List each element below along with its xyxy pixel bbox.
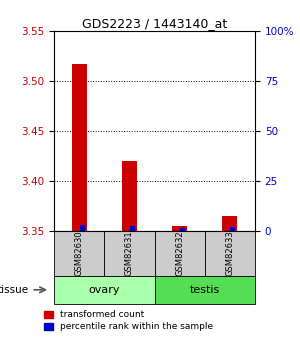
Text: GSM82632: GSM82632 (175, 231, 184, 276)
Bar (180, 228, 185, 231)
Bar (80, 225, 85, 231)
Bar (222, 216, 237, 231)
Bar (172, 226, 187, 231)
Bar (154, 276, 255, 304)
Text: testis: testis (190, 285, 220, 295)
Bar (122, 161, 137, 231)
Title: GDS2223 / 1443140_at: GDS2223 / 1443140_at (82, 17, 227, 30)
Text: GSM82631: GSM82631 (125, 231, 134, 276)
Text: ovary: ovary (88, 285, 120, 295)
Bar (205, 231, 255, 276)
Bar (104, 231, 154, 276)
Bar (130, 226, 135, 231)
Text: tissue: tissue (0, 285, 29, 295)
Bar (72, 64, 87, 231)
Text: GSM82633: GSM82633 (225, 231, 234, 276)
Bar (54, 276, 154, 304)
Bar (230, 227, 236, 231)
Bar (154, 231, 205, 276)
Legend: transformed count, percentile rank within the sample: transformed count, percentile rank withi… (44, 310, 213, 331)
Bar (54, 231, 104, 276)
Text: GSM82630: GSM82630 (75, 231, 84, 276)
